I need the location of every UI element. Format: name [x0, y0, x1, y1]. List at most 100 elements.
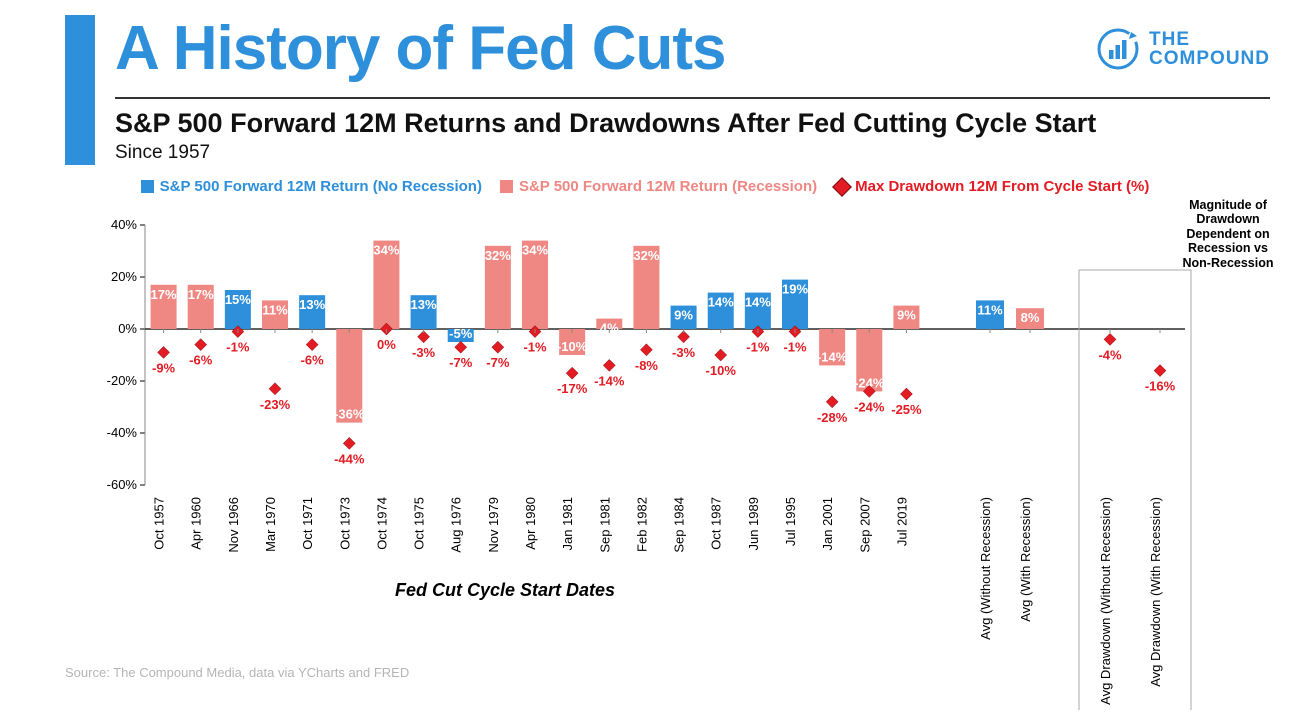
y-tick-label: 0%	[118, 321, 137, 336]
x-tick-label: Aug 1976	[449, 497, 464, 553]
x-tick-label: Sep 1981	[597, 497, 612, 553]
summary-return-label: 8%	[1021, 310, 1040, 325]
summary-drawdown-label: -4%	[1098, 347, 1122, 362]
x-tick-label: Mar 1970	[263, 497, 278, 552]
drawdown-label: -6%	[301, 353, 325, 368]
x-axis-title: Fed Cut Cycle Start Dates	[115, 580, 895, 601]
return-label: 13%	[411, 297, 437, 312]
return-label: 34%	[373, 243, 399, 258]
x-tick-label: Sep 1984	[672, 497, 687, 553]
summary-drawdown-box	[1079, 270, 1191, 710]
legend-item: Max Drawdown 12M From Cycle Start (%)	[835, 178, 1149, 195]
x-tick-label: Nov 1966	[226, 497, 241, 553]
return-label: 11%	[262, 302, 288, 317]
page-title: A History of Fed Cuts	[115, 18, 726, 80]
return-label: 9%	[674, 308, 693, 323]
return-label: 15%	[225, 292, 251, 307]
x-tick-label: Jan 1981	[560, 497, 575, 551]
x-tick-label: Oct 1987	[709, 497, 724, 550]
drawdown-label: -24%	[854, 399, 885, 414]
x-tick-label: Nov 1979	[486, 497, 501, 553]
legend-item: S&P 500 Forward 12M Return (Recession)	[500, 178, 817, 195]
drawdown-label: -17%	[557, 381, 588, 396]
return-label: 32%	[485, 248, 511, 263]
x-tick-label: Oct 1971	[300, 497, 315, 550]
drawdown-marker	[900, 388, 912, 400]
legend-label: S&P 500 Forward 12M Return (Recession)	[519, 178, 817, 195]
x-tick-label: Oct 1974	[374, 497, 389, 550]
compound-icon	[1097, 28, 1139, 70]
x-tick-label: Apr 1960	[189, 497, 204, 550]
page: A History of Fed Cuts THE COMPOUND S&P 5…	[0, 0, 1292, 725]
x-tick-label: Feb 1982	[634, 497, 649, 552]
return-label: -10%	[557, 339, 588, 354]
return-label: 19%	[782, 282, 808, 297]
drawdown-marker	[715, 349, 727, 361]
return-label: 32%	[633, 248, 659, 263]
return-label: -5%	[449, 326, 473, 341]
return-label: 34%	[522, 243, 548, 258]
drawdown-marker	[306, 339, 318, 351]
x-tick-label: Jun 1989	[746, 497, 761, 551]
drawdown-label: -9%	[152, 360, 176, 375]
return-label: 17%	[151, 287, 177, 302]
drawdown-label: -3%	[412, 345, 436, 360]
drawdown-label: -1%	[783, 340, 807, 355]
legend-item: S&P 500 Forward 12M Return (No Recession…	[141, 178, 482, 195]
drawdown-marker	[343, 437, 355, 449]
drawdown-label: -3%	[672, 345, 696, 360]
drawdown-label: -1%	[226, 340, 250, 355]
x-tick-label: Sep 2007	[857, 497, 872, 553]
return-label: 13%	[299, 297, 325, 312]
drawdown-marker	[826, 396, 838, 408]
return-label: 4%	[600, 321, 619, 336]
drawdown-marker	[640, 344, 652, 356]
subtitle: S&P 500 Forward 12M Returns and Drawdown…	[115, 108, 1096, 139]
return-label: 14%	[745, 295, 771, 310]
y-tick-label: 20%	[111, 269, 137, 284]
brand-line1: THE	[1149, 30, 1270, 49]
drawdown-marker	[455, 341, 467, 353]
y-tick-label: -20%	[107, 373, 138, 388]
x-tick-label: Avg Drawdown (Without Recession)	[1098, 497, 1113, 705]
x-tick-label: Avg Drawdown (With Recession)	[1148, 497, 1163, 687]
drawdown-label: -28%	[817, 410, 848, 425]
legend-label: Max Drawdown 12M From Cycle Start (%)	[855, 178, 1149, 195]
drawdown-label: -10%	[706, 363, 737, 378]
x-tick-label: Jan 2001	[820, 497, 835, 551]
return-label: -36%	[334, 407, 365, 422]
drawdown-marker	[269, 383, 281, 395]
drawdown-label: -23%	[260, 397, 291, 412]
drawdown-label: -6%	[189, 353, 213, 368]
x-tick-label: Oct 1957	[152, 497, 167, 550]
x-tick-label: Oct 1975	[412, 497, 427, 550]
legend: S&P 500 Forward 12M Return (No Recession…	[115, 178, 1175, 195]
summary-drawdown-label: -16%	[1145, 379, 1176, 394]
x-tick-label: Jul 2019	[894, 497, 909, 546]
legend-swatch	[141, 180, 154, 193]
drawdown-marker	[566, 367, 578, 379]
drawdown-label: -7%	[449, 355, 473, 370]
brand-line2: COMPOUND	[1149, 49, 1270, 68]
brand-text: THE COMPOUND	[1149, 30, 1270, 68]
return-label: 14%	[708, 295, 734, 310]
drawdown-marker	[195, 339, 207, 351]
drawdown-label: -1%	[523, 340, 547, 355]
chart: -60%-40%-20%0%20%40%17%-9%Oct 195717%-6%…	[90, 210, 1290, 710]
drawdown-label: -7%	[486, 355, 510, 370]
return-label: 17%	[188, 287, 214, 302]
x-tick-label: Oct 1973	[337, 497, 352, 550]
drawdown-label: -14%	[594, 373, 625, 388]
y-tick-label: 40%	[111, 217, 137, 232]
summary-drawdown-marker	[1104, 333, 1116, 345]
legend-label: S&P 500 Forward 12M Return (No Recession…	[160, 178, 482, 195]
x-tick-label: Jul 1995	[783, 497, 798, 546]
drawdown-label: 0%	[377, 337, 396, 352]
title-rule	[115, 97, 1270, 99]
legend-swatch	[832, 177, 852, 197]
x-tick-label: Avg (Without Recession)	[978, 497, 993, 640]
return-label: 9%	[897, 308, 916, 323]
brand-logo: THE COMPOUND	[1097, 28, 1270, 70]
title-row: A History of Fed Cuts THE COMPOUND	[115, 18, 1270, 80]
y-tick-label: -40%	[107, 425, 138, 440]
